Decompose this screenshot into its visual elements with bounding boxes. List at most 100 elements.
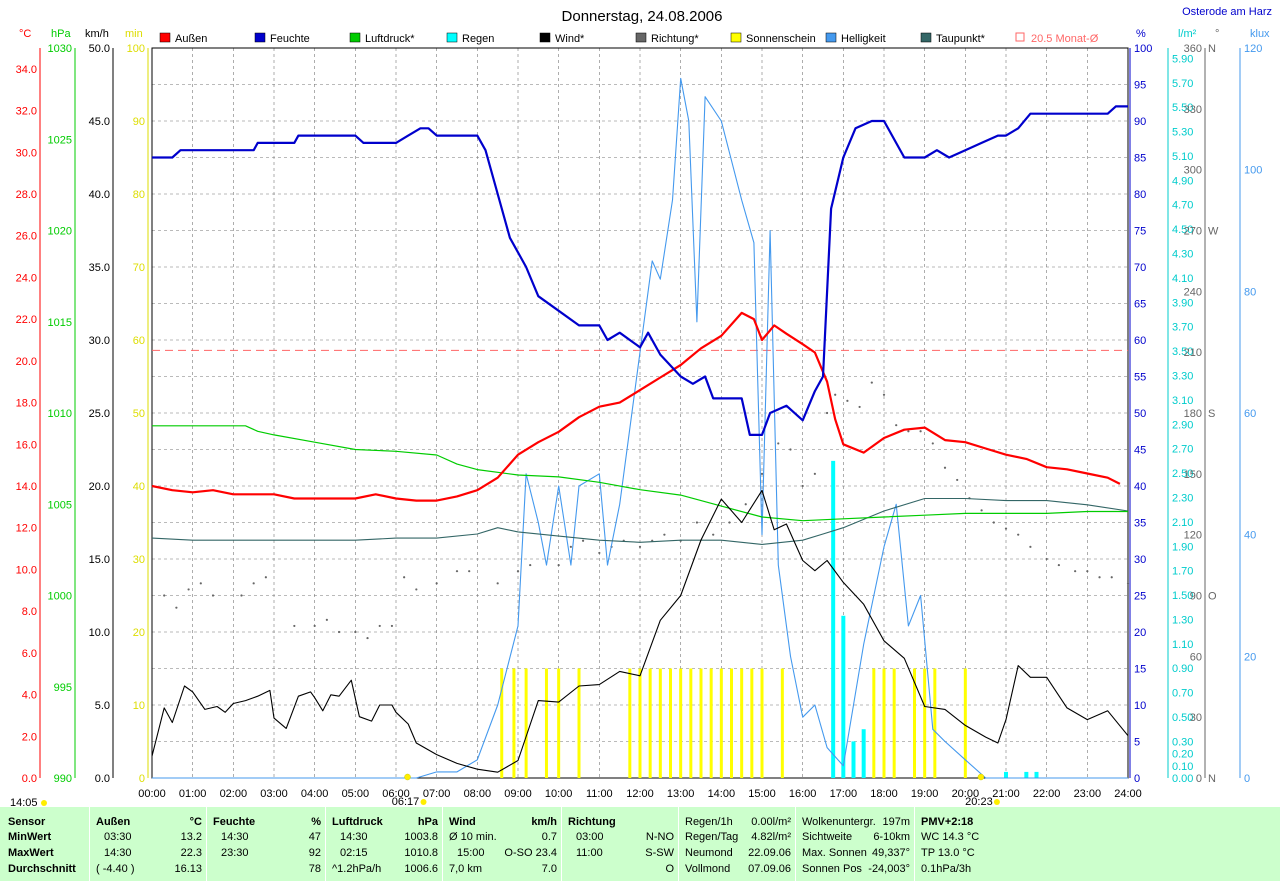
x-tick-label: 17:00 — [830, 788, 858, 800]
sunshine-bar — [648, 668, 652, 778]
axis-unit-label: km/h — [85, 28, 109, 40]
chart-axes: 0.0 2.0 4.0 6.0 8.0 10.0 12.0 14.0 16.0 18.0 20.0 2… — [16, 43, 1263, 785]
wind-avg-value: 7.0 — [541, 863, 557, 875]
sunshine-bar — [689, 668, 693, 778]
humidity-tick-label: 35 — [1134, 518, 1146, 530]
direction-dot — [468, 570, 471, 573]
direction-dot — [163, 594, 166, 597]
x-tick-label: 09:00 — [504, 788, 532, 800]
direction-dot — [240, 594, 243, 597]
direction-dot — [744, 503, 747, 506]
luftdruck-max-time: 02:15 — [340, 847, 368, 859]
pressure-tick-label: 1000 — [48, 591, 72, 603]
stats-sensor-column: Sensor MinWert MaxWert Durchschnitt — [0, 807, 88, 881]
sunshine-tick-label: 80 — [133, 189, 145, 201]
stats-pmv-column: PMV+2:18 WC 14.3 °C TP 13.0 °C 0.1hPa/3h — [914, 807, 1025, 881]
sonnen-pos-label: Sonnen Pos — [802, 863, 862, 875]
wind-10min-label: Ø 10 min. — [449, 831, 497, 843]
statistics-panel: Sensor MinWert MaxWert Durchschnitt Auße… — [0, 807, 1280, 881]
legend-swatch — [159, 32, 171, 43]
sunshine-bar — [544, 668, 548, 778]
sunshine-bar — [638, 668, 642, 778]
feuchte-avg-value: 78 — [308, 863, 321, 875]
max-sonnen-value: 49,337° — [871, 847, 910, 859]
richtung-max-value: S-SW — [645, 847, 674, 859]
sunrise-sun-icon — [420, 799, 427, 805]
direction-dot — [712, 533, 715, 536]
wind-max-time: 15:00 — [457, 847, 485, 859]
pressure-trend-value: 0.1hPa/3h — [921, 863, 972, 875]
aussen-max-value: 22.3 — [180, 847, 202, 859]
direction-dot — [581, 539, 585, 542]
rain-tick-label: 4.70 — [1172, 200, 1193, 212]
bar-series — [500, 460, 1039, 778]
wolkenuntergrenze-label: Wolkenuntergr. — [802, 816, 876, 828]
legend-label: Taupunkt* — [936, 33, 986, 45]
direction-dot — [931, 442, 934, 445]
sunset-marker — [977, 773, 985, 781]
temp-tick-label: 20.0 — [16, 356, 37, 368]
humidity-tick-label: 70 — [1134, 262, 1146, 274]
pressure-tick-label: 1020 — [48, 226, 72, 238]
rain-tick-label: 4.50 — [1172, 224, 1193, 236]
direction-dot — [858, 405, 861, 409]
rain-tick-label: 0.50 — [1172, 712, 1193, 724]
wind-tick-label: 0.0 — [95, 773, 110, 785]
humidity-tick-label: 100 — [1134, 43, 1152, 55]
humidity-tick-label: 40 — [1134, 481, 1146, 493]
legend-swatch — [446, 32, 458, 43]
regen-1h-label: Regen/1h — [685, 816, 733, 828]
sunset-time: 20:23 — [965, 796, 993, 806]
direction-dot — [187, 588, 190, 591]
richtung-min-value: N-NO — [645, 831, 674, 843]
direction-tick-label: 120 — [1184, 530, 1202, 542]
direction-dot — [435, 582, 438, 585]
wind-distance: 7,0 km — [449, 863, 483, 875]
rain-tick-label: 5.30 — [1172, 127, 1193, 139]
rain-bar — [1024, 771, 1029, 778]
rain-tick-label: 4.30 — [1172, 249, 1193, 261]
direction-dot — [1126, 582, 1130, 585]
sunset-sun-icon — [993, 799, 1000, 805]
aussen-header: Außen — [96, 816, 131, 828]
direction-dot — [390, 624, 394, 628]
aussen-avg-value: 16.13 — [174, 863, 202, 875]
sunshine-tick-label: 30 — [133, 554, 145, 566]
richtung-max-time: 11:00 — [576, 847, 603, 859]
direction-dot — [264, 576, 267, 579]
temp-tick-label: 0.0 — [22, 773, 37, 785]
legend-swatch — [825, 32, 837, 43]
pressure-tick-label: 990 — [54, 773, 72, 785]
rain-tick-label: 3.70 — [1172, 322, 1193, 334]
rain-tick-label: 5.50 — [1172, 102, 1193, 114]
direction-dot — [1110, 576, 1113, 579]
direction-dot — [695, 521, 699, 524]
wind-tick-label: 35.0 — [89, 262, 110, 274]
sunshine-bar — [780, 668, 784, 778]
sunshine-bar — [760, 668, 764, 778]
direction-dot — [598, 551, 601, 555]
legend-label: Helligkeit — [841, 33, 886, 45]
brightness-tick-label: 80 — [1244, 286, 1256, 298]
sunshine-bar — [658, 668, 662, 778]
rain-tick-label: 1.10 — [1172, 639, 1193, 651]
sunshine-bar — [709, 668, 713, 778]
humidity-tick-label: 65 — [1134, 299, 1146, 311]
direction-dot — [293, 624, 296, 628]
sunshine-bar — [933, 668, 937, 778]
wind-tick-label: 15.0 — [89, 554, 110, 566]
x-tick-label: 02:00 — [220, 788, 248, 800]
brightness-tick-label: 100 — [1244, 165, 1262, 177]
maxwert-label: MaxWert — [8, 847, 54, 859]
temp-tick-label: 32.0 — [16, 106, 37, 118]
stats-luftdruck-column: Luftdruck hPa 14:30 1003.8 02:15 1010.8 ^1.… — [325, 807, 442, 881]
richtung-avg-value: O — [665, 863, 674, 875]
pressure-tick-label: 1025 — [48, 134, 72, 146]
humidity-tick-label: 75 — [1134, 226, 1146, 238]
direction-dot — [1004, 527, 1008, 530]
feuchte-header: Feuchte — [213, 816, 256, 828]
x-axis: 00:00 01:00 02:00 03:00 04:00 05:00 06:00 07:00… — [10, 773, 1142, 806]
chart-title: Donnerstag, 24.08.2006 — [562, 8, 723, 25]
sichtweite-value: 6-10km — [873, 831, 910, 843]
humidity-tick-label: 60 — [1134, 335, 1146, 347]
